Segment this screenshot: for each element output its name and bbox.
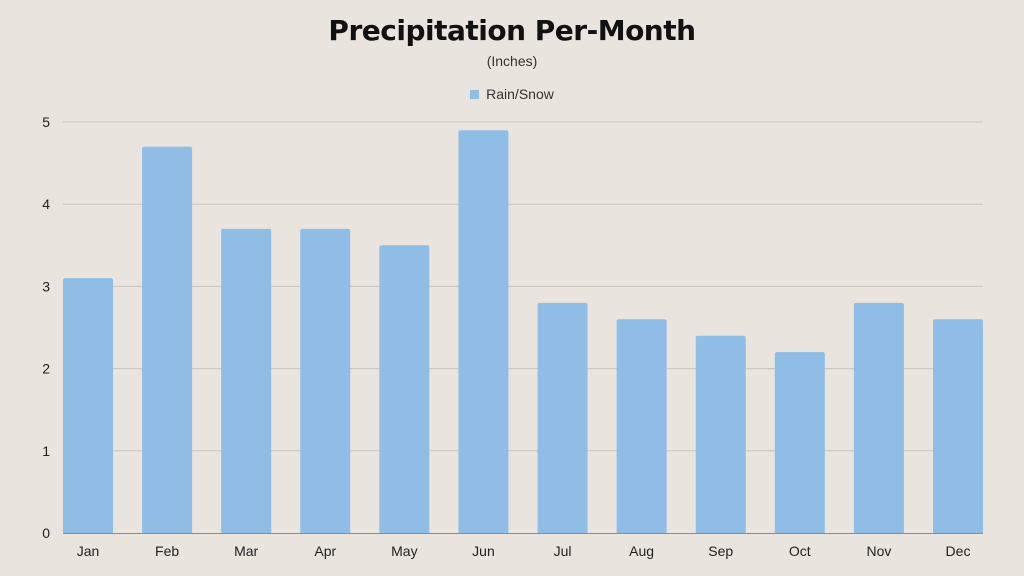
y-tick-label: 1	[42, 443, 50, 459]
legend-label: Rain/Snow	[486, 86, 554, 102]
y-tick-label: 0	[42, 525, 50, 541]
bar-may	[379, 245, 430, 534]
x-tick-label: Nov	[866, 543, 891, 559]
y-tick-label: 3	[42, 278, 50, 294]
x-tick-label: Dec	[946, 543, 971, 559]
chart-subtitle: (Inches)	[486, 53, 538, 69]
bars	[63, 130, 983, 534]
tick-labels: 0 1 2 3 4 5 Jan Feb Mar Apr May Jun Jul Aug Sep Oct Nov D…	[42, 114, 970, 559]
x-tick-label: Aug	[629, 543, 654, 559]
bar-oct	[774, 352, 825, 533]
bar-nov	[853, 302, 904, 533]
x-tick-label: Feb	[155, 543, 179, 559]
bar-dec	[933, 319, 983, 533]
bar-apr	[300, 228, 351, 534]
grid-lines	[63, 121, 983, 452]
x-tick-label: May	[391, 543, 417, 559]
x-tick-label: Jun	[472, 543, 495, 559]
x-tick-label: Oct	[789, 543, 811, 559]
y-tick-label: 5	[42, 114, 50, 130]
bar-aug	[616, 319, 667, 533]
x-tick-label: Jul	[554, 543, 572, 559]
y-tick-label: 4	[42, 196, 50, 212]
legend-swatch	[470, 89, 480, 99]
x-tick-label: Mar	[234, 543, 258, 559]
chart-title: Precipitation Per-Month	[328, 14, 696, 47]
y-tick-label: 2	[42, 361, 50, 377]
x-tick-label: Jan	[77, 543, 100, 559]
bar-jun	[458, 130, 509, 533]
bar-sep	[695, 335, 746, 533]
chart-legend: Rain/Snow	[0, 86, 1024, 102]
bar-feb	[142, 146, 193, 533]
bar-mar	[221, 228, 272, 534]
bar-jan	[63, 278, 113, 533]
x-tick-label: Apr	[314, 543, 336, 559]
bar-jul	[537, 302, 588, 533]
x-tick-label: Sep	[708, 543, 733, 559]
